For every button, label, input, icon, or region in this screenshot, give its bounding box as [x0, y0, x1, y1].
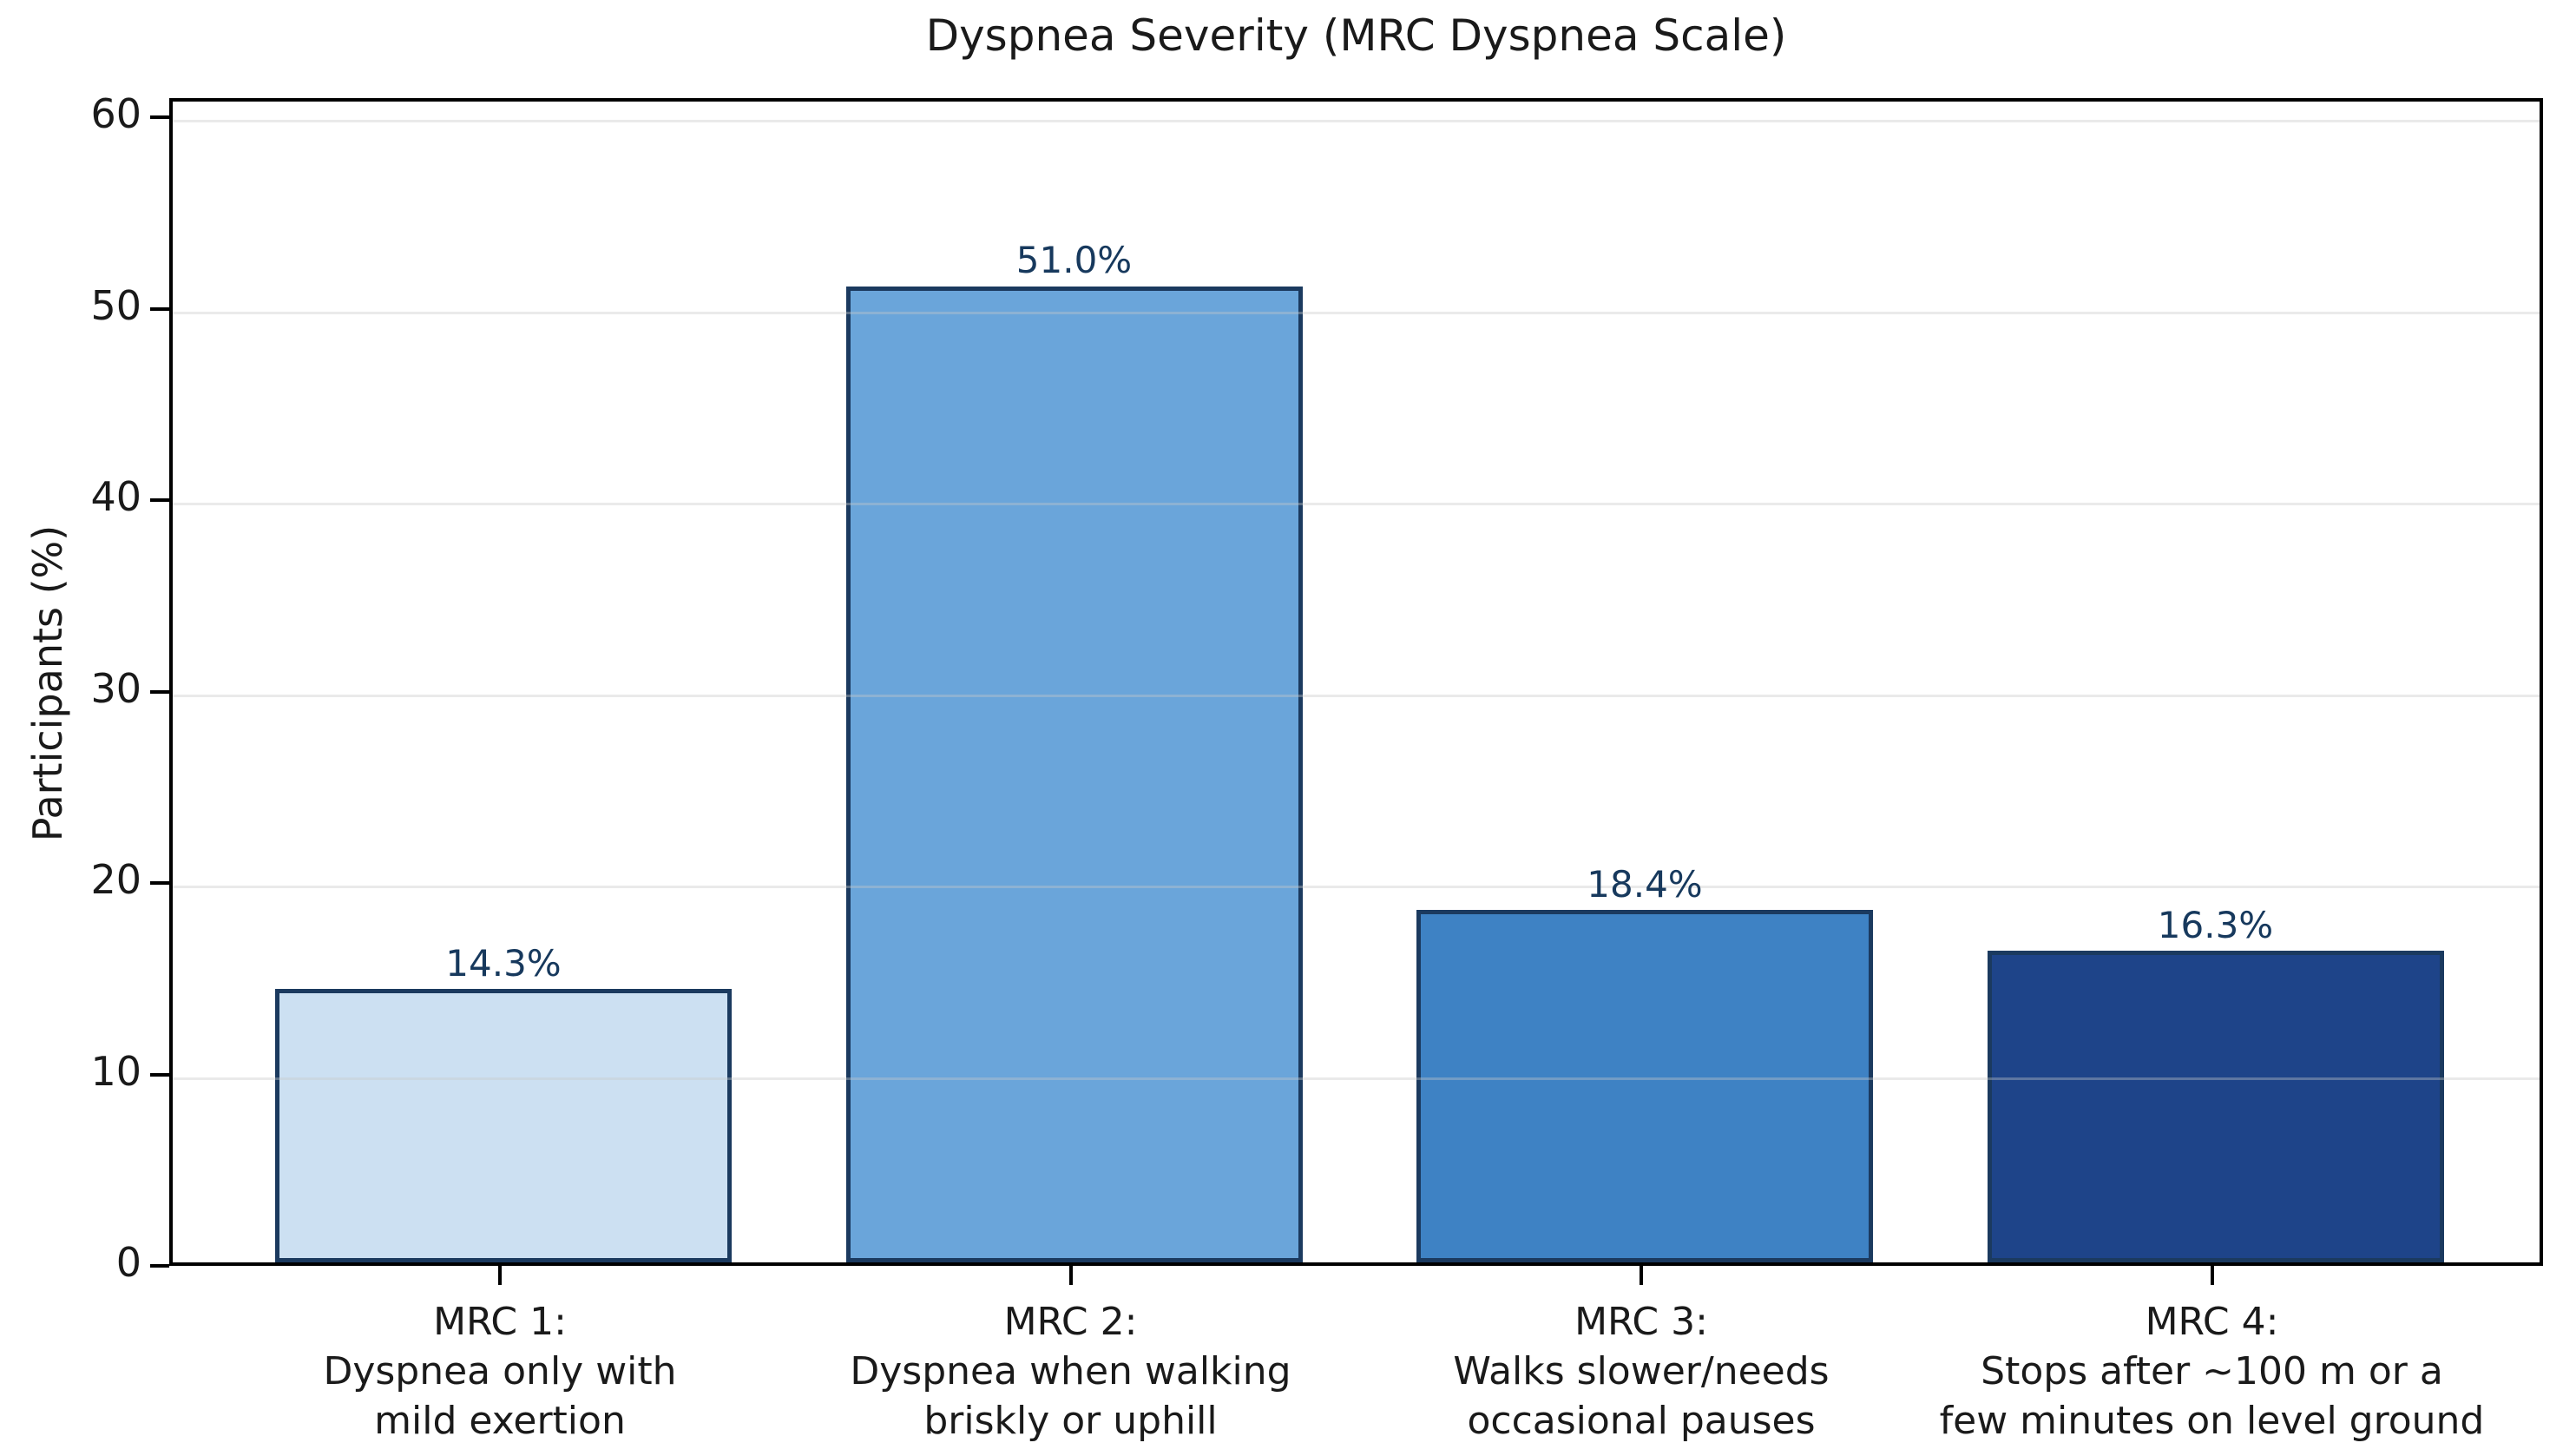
y-tick-mark — [150, 306, 169, 311]
y-tick-label: 30 — [90, 664, 141, 712]
x-tick-label: MRC 1: Dyspnea only with mild exertion — [323, 1300, 677, 1443]
x-tick-label: MRC 4: Stops after ~100 m or a few minut… — [1939, 1300, 2485, 1443]
y-tick-label: 60 — [90, 90, 141, 138]
bar — [1987, 950, 2444, 1262]
x-tick-label: MRC 2: Dyspnea when walking briskly or u… — [850, 1300, 1291, 1443]
x-tick-mark — [1068, 1266, 1073, 1285]
x-tick-mark — [2210, 1266, 2214, 1285]
y-tick-label: 50 — [90, 281, 141, 329]
y-tick-mark — [150, 498, 169, 503]
y-tick-mark — [150, 881, 169, 886]
grid-line — [173, 694, 2540, 697]
x-tick-label: MRC 3: Walks slower/needs occasional pau… — [1453, 1300, 1830, 1443]
bar — [1416, 910, 1873, 1262]
y-tick-mark — [150, 689, 169, 694]
x-tick-mark — [498, 1266, 502, 1285]
y-tick-mark — [150, 1072, 169, 1077]
y-tick-mark — [150, 1264, 169, 1268]
y-tick-label: 0 — [115, 1239, 141, 1286]
x-tick-mark — [1640, 1266, 1643, 1285]
bar — [845, 286, 1303, 1262]
chart-title: Dyspnea Severity (MRC Dyspnea Scale) — [925, 10, 1787, 61]
grid-line — [173, 886, 2540, 889]
y-tick-label: 40 — [90, 473, 141, 521]
y-tick-label: 10 — [90, 1047, 141, 1095]
bar-value-label: 16.3% — [2157, 903, 2274, 946]
grid-line — [173, 503, 2540, 506]
grid-line — [173, 120, 2540, 123]
plot-area: 14.3% 51.0% 18.4% 16.3% — [169, 98, 2543, 1266]
bar-value-label: 51.0% — [1015, 239, 1133, 282]
bar — [275, 988, 732, 1262]
y-tick-mark — [150, 115, 169, 120]
y-tick-label: 20 — [90, 856, 141, 904]
bar-value-label: 14.3% — [445, 941, 562, 985]
bar-value-label: 18.4% — [1587, 863, 1703, 906]
grid-line — [173, 311, 2540, 314]
